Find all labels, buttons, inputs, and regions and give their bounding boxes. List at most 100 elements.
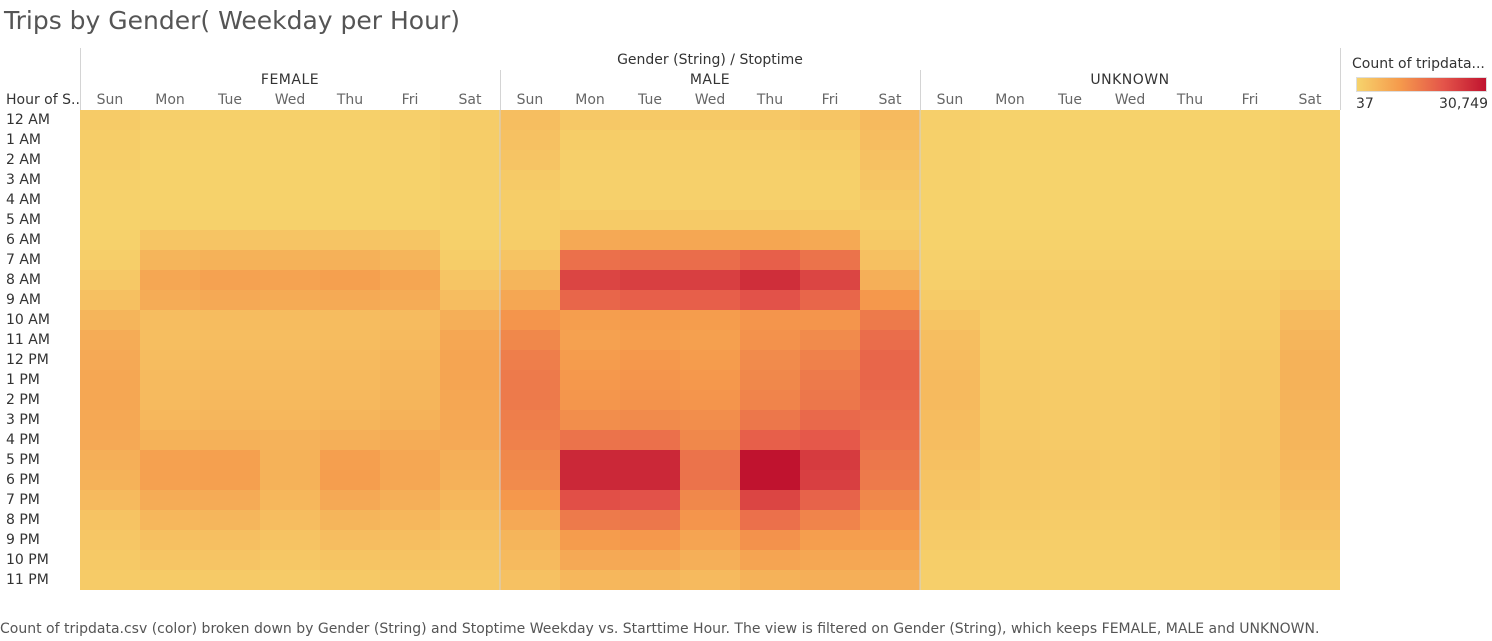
heatmap-cell[interactable] — [1280, 150, 1340, 170]
heatmap-cell[interactable] — [140, 470, 200, 490]
heatmap-cell[interactable] — [1040, 110, 1100, 130]
heatmap-cell[interactable] — [1100, 230, 1160, 250]
heatmap-cell[interactable] — [140, 130, 200, 150]
heatmap-cell[interactable] — [1220, 210, 1280, 230]
heatmap-cell[interactable] — [680, 490, 740, 510]
heatmap-cell[interactable] — [500, 390, 560, 410]
heatmap-cell[interactable] — [380, 370, 440, 390]
heatmap-cell[interactable] — [380, 350, 440, 370]
heatmap-cell[interactable] — [140, 510, 200, 530]
heatmap-cell[interactable] — [560, 150, 620, 170]
heatmap-cell[interactable] — [200, 210, 260, 230]
heatmap-cell[interactable] — [1220, 370, 1280, 390]
heatmap-cell[interactable] — [680, 110, 740, 130]
heatmap-cell[interactable] — [200, 190, 260, 210]
heatmap-cell[interactable] — [320, 570, 380, 590]
heatmap-cell[interactable] — [440, 190, 500, 210]
heatmap-cell[interactable] — [260, 290, 320, 310]
heatmap-cell[interactable] — [260, 410, 320, 430]
heatmap-cell[interactable] — [1160, 290, 1220, 310]
heatmap-cell[interactable] — [380, 230, 440, 250]
heatmap-cell[interactable] — [860, 450, 920, 470]
heatmap-cell[interactable] — [1040, 370, 1100, 390]
heatmap-cell[interactable] — [380, 130, 440, 150]
heatmap-cell[interactable] — [560, 370, 620, 390]
heatmap-cell[interactable] — [740, 430, 800, 450]
heatmap-cell[interactable] — [620, 450, 680, 470]
heatmap-cell[interactable] — [680, 210, 740, 230]
heatmap-cell[interactable] — [980, 270, 1040, 290]
heatmap-cell[interactable] — [980, 430, 1040, 450]
heatmap-cell[interactable] — [1100, 270, 1160, 290]
heatmap-cell[interactable] — [1160, 150, 1220, 170]
heatmap-cell[interactable] — [440, 550, 500, 570]
heatmap-cell[interactable] — [1220, 110, 1280, 130]
heatmap-cell[interactable] — [860, 350, 920, 370]
heatmap-cell[interactable] — [800, 230, 860, 250]
heatmap-cell[interactable] — [920, 410, 980, 430]
heatmap-cell[interactable] — [1160, 250, 1220, 270]
heatmap-cell[interactable] — [560, 210, 620, 230]
heatmap-cell[interactable] — [140, 550, 200, 570]
heatmap-cell[interactable] — [1160, 210, 1220, 230]
heatmap-cell[interactable] — [440, 150, 500, 170]
heatmap-cell[interactable] — [80, 150, 140, 170]
heatmap-cell[interactable] — [80, 410, 140, 430]
heatmap-cell[interactable] — [320, 370, 380, 390]
heatmap-cell[interactable] — [260, 570, 320, 590]
heatmap-cell[interactable] — [1160, 530, 1220, 550]
heatmap-cell[interactable] — [380, 510, 440, 530]
heatmap-cell[interactable] — [860, 410, 920, 430]
heatmap-cell[interactable] — [800, 170, 860, 190]
heatmap-cell[interactable] — [1280, 370, 1340, 390]
heatmap-cell[interactable] — [380, 550, 440, 570]
heatmap-cell[interactable] — [500, 290, 560, 310]
heatmap-cell[interactable] — [620, 570, 680, 590]
heatmap-cell[interactable] — [800, 410, 860, 430]
heatmap-cell[interactable] — [1040, 470, 1100, 490]
heatmap-cell[interactable] — [200, 250, 260, 270]
heatmap-cell[interactable] — [680, 430, 740, 450]
heatmap-cell[interactable] — [560, 170, 620, 190]
heatmap-cell[interactable] — [1280, 250, 1340, 270]
heatmap-cell[interactable] — [620, 350, 680, 370]
heatmap-cell[interactable] — [1100, 310, 1160, 330]
heatmap-cell[interactable] — [260, 390, 320, 410]
heatmap-cell[interactable] — [260, 470, 320, 490]
heatmap-cell[interactable] — [440, 430, 500, 450]
heatmap-cell[interactable] — [80, 210, 140, 230]
heatmap-cell[interactable] — [620, 330, 680, 350]
heatmap-cell[interactable] — [560, 510, 620, 530]
heatmap-cell[interactable] — [140, 450, 200, 470]
heatmap-cell[interactable] — [80, 490, 140, 510]
heatmap-cell[interactable] — [920, 110, 980, 130]
heatmap-cell[interactable] — [740, 230, 800, 250]
heatmap-cell[interactable] — [140, 370, 200, 390]
heatmap-cell[interactable] — [260, 130, 320, 150]
heatmap-cell[interactable] — [620, 390, 680, 410]
heatmap-cell[interactable] — [260, 370, 320, 390]
heatmap-cell[interactable] — [1040, 290, 1100, 310]
heatmap-cell[interactable] — [1040, 190, 1100, 210]
heatmap-cell[interactable] — [800, 150, 860, 170]
heatmap-cell[interactable] — [260, 510, 320, 530]
heatmap-cell[interactable] — [560, 530, 620, 550]
heatmap-cell[interactable] — [80, 330, 140, 350]
heatmap-cell[interactable] — [800, 350, 860, 370]
heatmap-cell[interactable] — [620, 410, 680, 430]
heatmap-cell[interactable] — [140, 270, 200, 290]
heatmap-cell[interactable] — [740, 170, 800, 190]
heatmap-cell[interactable] — [1280, 330, 1340, 350]
heatmap-cell[interactable] — [80, 530, 140, 550]
heatmap-cell[interactable] — [260, 110, 320, 130]
heatmap-cell[interactable] — [1040, 350, 1100, 370]
heatmap-cell[interactable] — [200, 410, 260, 430]
heatmap-cell[interactable] — [560, 550, 620, 570]
heatmap-cell[interactable] — [1220, 170, 1280, 190]
heatmap-cell[interactable] — [680, 330, 740, 350]
heatmap-cell[interactable] — [140, 210, 200, 230]
heatmap-cell[interactable] — [860, 490, 920, 510]
heatmap-cell[interactable] — [620, 550, 680, 570]
heatmap-cell[interactable] — [440, 250, 500, 270]
heatmap-cell[interactable] — [560, 350, 620, 370]
